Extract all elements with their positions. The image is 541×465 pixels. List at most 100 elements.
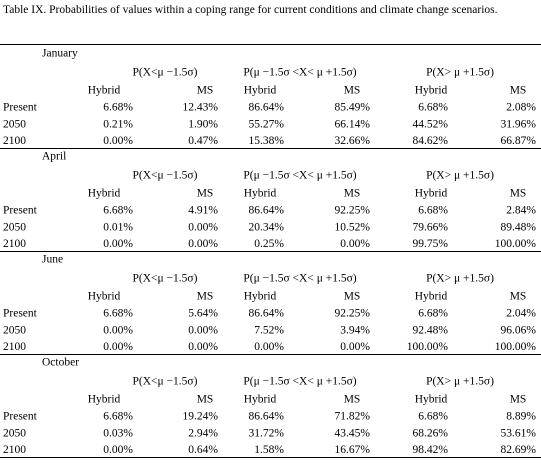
cell-value: 2.84%	[506, 205, 536, 217]
cell-value: 0.25%	[254, 238, 284, 250]
caption: Table IX. Probabilities of values within…	[3, 4, 498, 16]
group-header: P(μ −1.5σ <X< μ +1.5σ)	[243, 376, 356, 388]
group-header: P(X> μ +1.5σ)	[426, 376, 494, 388]
cell-value: 2.94%	[188, 427, 218, 439]
row-label: 2050	[3, 324, 26, 336]
column-header: Hybrid	[415, 188, 448, 200]
column-header: MS	[344, 394, 361, 406]
cell-value: 0.47%	[188, 135, 218, 147]
row-label: 2100	[3, 444, 26, 456]
column-header: MS	[197, 394, 214, 406]
cell-value: 0.00%	[188, 341, 218, 353]
cell-value: 100.00%	[495, 341, 537, 353]
cell-value: 2.08%	[506, 102, 536, 114]
column-header: MS	[344, 188, 361, 200]
cell-value: 86.64%	[249, 102, 285, 114]
group-header: P(μ −1.5σ <X< μ +1.5σ)	[243, 170, 356, 182]
group-header: P(X<μ −1.5σ)	[133, 170, 198, 182]
column-header: Hybrid	[244, 188, 277, 200]
column-header: MS	[197, 85, 214, 97]
column-header: MS	[510, 291, 527, 303]
cell-value: 84.62%	[413, 135, 449, 147]
cell-value: 89.48%	[501, 221, 537, 233]
cell-value: 55.27%	[249, 118, 285, 130]
month-label: April	[42, 151, 66, 163]
cell-value: 0.00%	[103, 238, 133, 250]
cell-value: 100.00%	[407, 341, 449, 353]
row-label: 2050	[3, 118, 26, 130]
cell-value: 86.64%	[249, 308, 285, 320]
cell-value: 31.72%	[249, 427, 285, 439]
cell-value: 1.90%	[188, 118, 218, 130]
cell-value: 85.49%	[335, 102, 371, 114]
cell-value: 53.61%	[501, 427, 537, 439]
group-header: P(μ −1.5σ <X< μ +1.5σ)	[243, 273, 356, 285]
cell-value: 79.66%	[413, 221, 449, 233]
cell-value: 44.52%	[413, 118, 449, 130]
cell-value: 0.00%	[103, 341, 133, 353]
column-header: Hybrid	[244, 291, 277, 303]
cell-value: 0.64%	[188, 444, 218, 456]
column-header: Hybrid	[88, 188, 121, 200]
cell-value: 6.68%	[418, 102, 448, 114]
cell-value: 86.64%	[249, 411, 285, 423]
column-header: Hybrid	[415, 291, 448, 303]
row-label: 2050	[3, 221, 26, 233]
cell-value: 0.00%	[340, 238, 370, 250]
column-header: MS	[197, 188, 214, 200]
cell-value: 16.67%	[335, 444, 371, 456]
column-header: MS	[510, 394, 527, 406]
column-header: Hybrid	[415, 394, 448, 406]
column-header: MS	[510, 85, 527, 97]
cell-value: 6.68%	[418, 308, 448, 320]
row-label: 2100	[3, 135, 26, 147]
cell-value: 10.52%	[335, 221, 371, 233]
cell-value: 0.00%	[188, 221, 218, 233]
group-header: P(X> μ +1.5σ)	[426, 67, 494, 79]
cell-value: 71.82%	[335, 411, 371, 423]
cell-value: 0.00%	[103, 324, 133, 336]
row-label: 2100	[3, 341, 26, 353]
cell-value: 6.68%	[103, 308, 133, 320]
cell-value: 4.91%	[188, 205, 218, 217]
column-header: Hybrid	[88, 394, 121, 406]
column-header: MS	[344, 85, 361, 97]
cell-value: 99.75%	[413, 238, 449, 250]
cell-value: 0.00%	[188, 324, 218, 336]
month-label: October	[42, 357, 79, 369]
cell-value: 0.03%	[103, 427, 133, 439]
cell-value: 100.00%	[495, 238, 537, 250]
cell-value: 2.04%	[506, 308, 536, 320]
cell-value: 32.66%	[335, 135, 371, 147]
column-header: MS	[344, 291, 361, 303]
column-header: Hybrid	[244, 394, 277, 406]
row-label: Present	[3, 205, 38, 217]
cell-value: 92.25%	[335, 308, 371, 320]
cell-value: 68.26%	[413, 427, 449, 439]
column-header: Hybrid	[88, 85, 121, 97]
cell-value: 86.64%	[249, 205, 285, 217]
cell-value: 0.00%	[188, 238, 218, 250]
cell-value: 6.68%	[418, 205, 448, 217]
cell-value: 15.38%	[249, 135, 285, 147]
group-header: P(X> μ +1.5σ)	[426, 170, 494, 182]
cell-value: 19.24%	[183, 411, 219, 423]
month-label: June	[42, 254, 63, 266]
cell-value: 6.68%	[418, 411, 448, 423]
group-header: P(X<μ −1.5σ)	[133, 376, 198, 388]
group-header: P(X<μ −1.5σ)	[133, 273, 198, 285]
column-header: MS	[510, 188, 527, 200]
cell-value: 3.94%	[340, 324, 370, 336]
cell-value: 98.42%	[413, 444, 449, 456]
cell-value: 43.45%	[335, 427, 371, 439]
row-label: 2050	[3, 427, 26, 439]
cell-value: 0.00%	[340, 341, 370, 353]
cell-value: 82.69%	[501, 444, 537, 456]
cell-value: 66.87%	[501, 135, 537, 147]
cell-value: 0.00%	[103, 444, 133, 456]
row-label: 2100	[3, 238, 26, 250]
cell-value: 0.01%	[103, 221, 133, 233]
cell-value: 31.96%	[501, 118, 537, 130]
